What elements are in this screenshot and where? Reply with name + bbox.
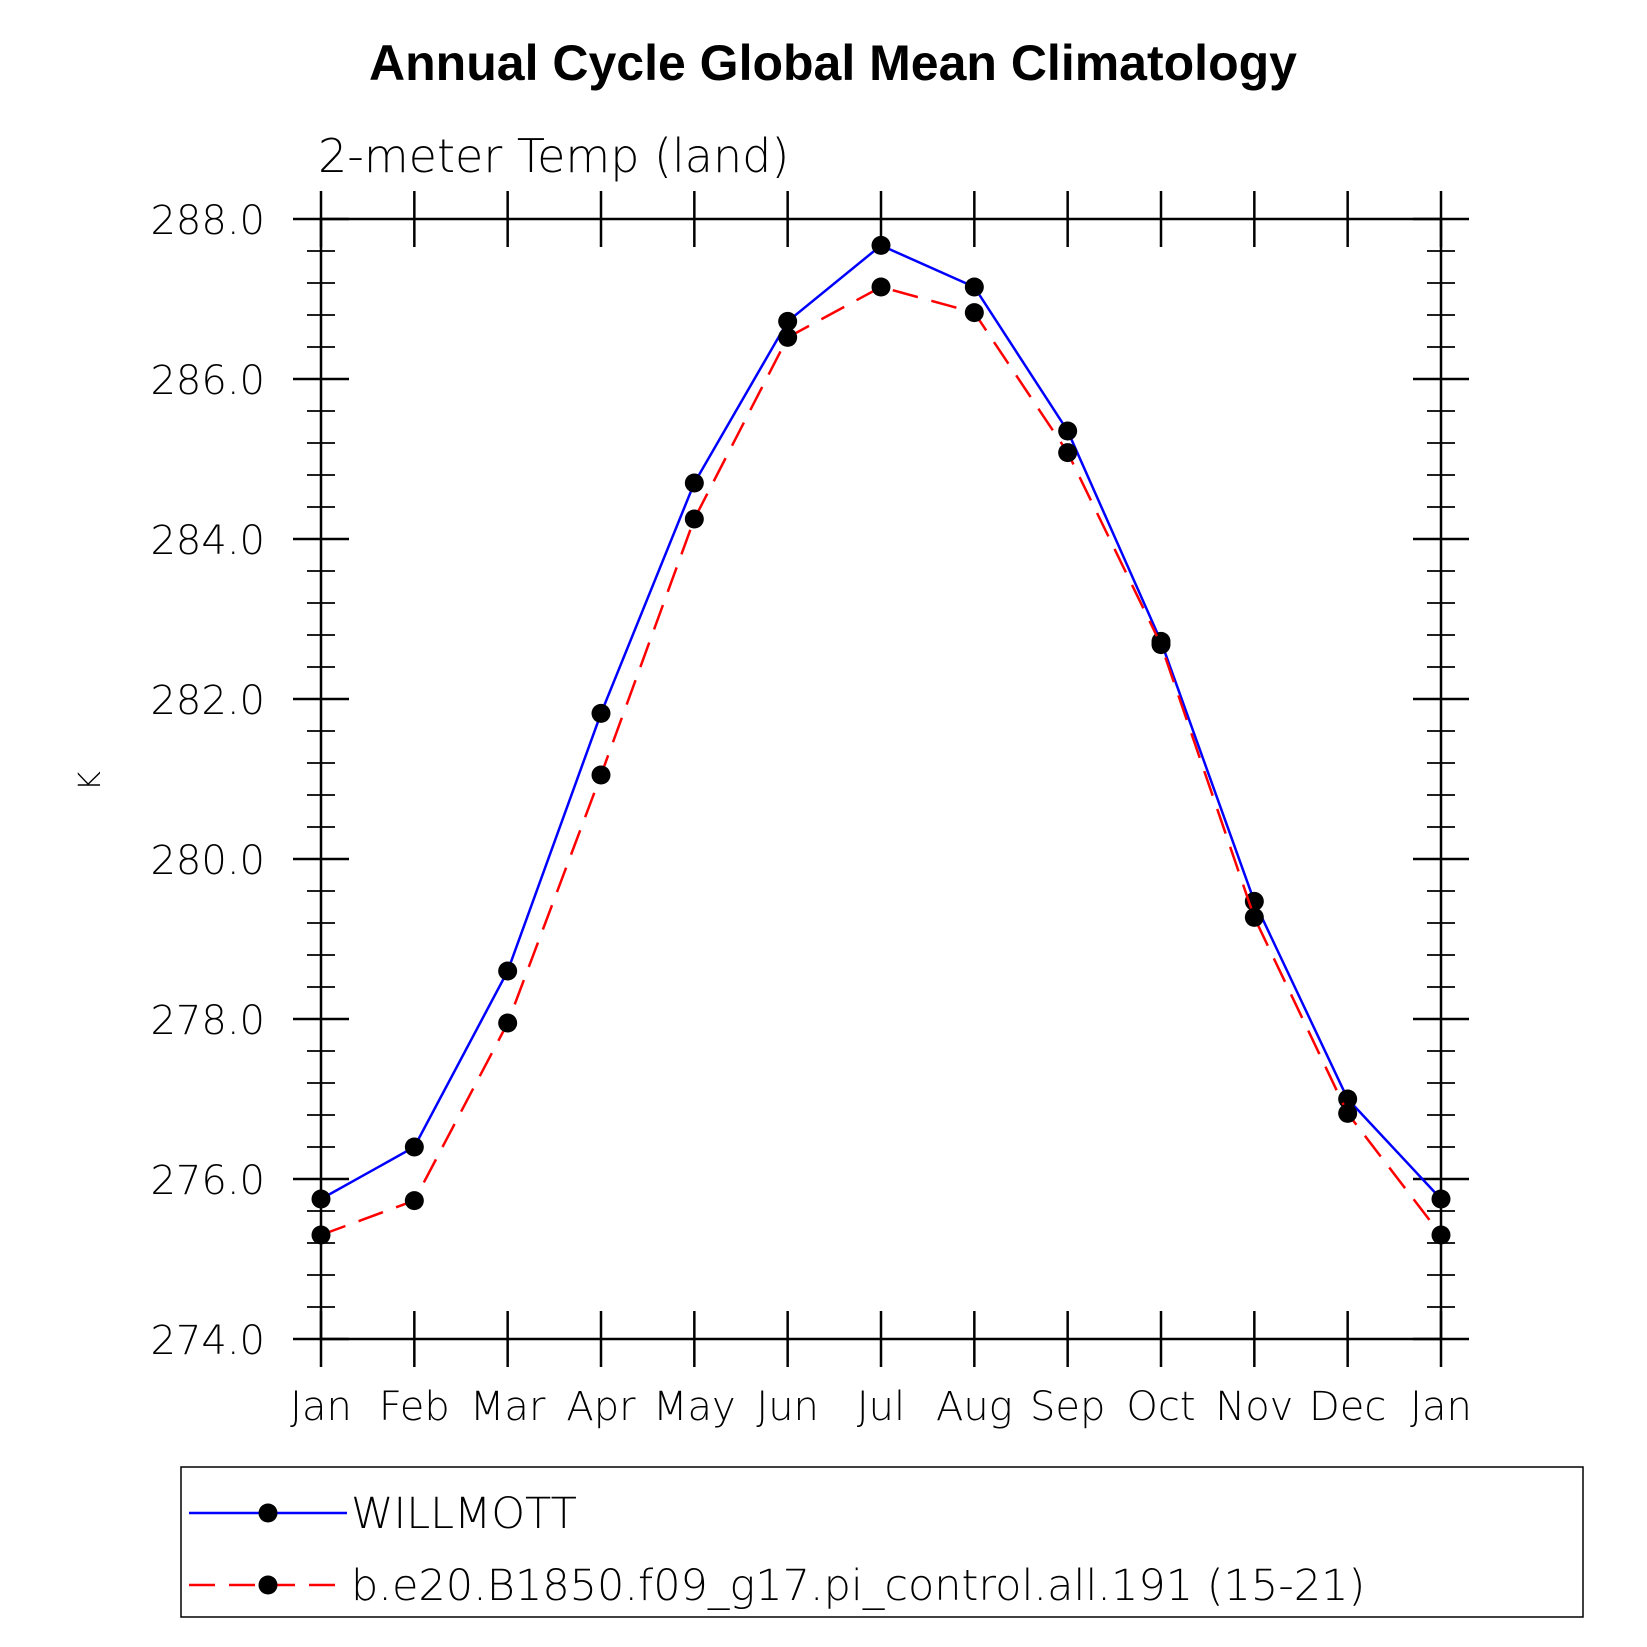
x-tick-label: Apr [566,1384,636,1430]
data-point [404,1191,424,1211]
series-layer [311,235,1451,1245]
data-point [1431,1189,1451,1209]
data-point [1338,1103,1358,1123]
data-point [778,327,798,347]
data-point [1151,635,1171,655]
data-point [591,703,611,723]
x-tick-label: Mar [470,1384,546,1430]
data-point [311,1189,331,1209]
data-point [311,1225,331,1245]
legend-items: WILLMOTT b.e20.B1850.f09_g17.pi_control.a… [189,1489,1365,1611]
plot-frame [319,217,1443,1341]
y-tick-label: 284.0 [150,518,265,564]
x-tick-label: Dec [1309,1384,1386,1430]
data-point [684,509,704,529]
series-1 [311,235,1451,1209]
data-point [498,961,518,981]
legend-marker [258,1575,278,1595]
x-tick-label: Jun [756,1384,819,1430]
data-point [1058,421,1078,441]
x-tick-label: Oct [1126,1384,1195,1430]
legend-label: b.e20.B1850.f09_g17.pi_control.all.191 (… [351,1561,1365,1611]
legend-box [180,1466,1584,1618]
data-point [964,277,984,297]
y-tick-label: 282.0 [150,678,265,724]
legend-label: WILLMOTT [351,1489,577,1539]
plot-axes: Jan Feb Mar Apr May Jun Jul Aug Sep Oct Nov Dec Jan 2… [150,191,1472,1430]
data-point [964,303,984,323]
y-tick-label: 274.0 [150,1318,265,1364]
x-tick-label: Feb [379,1384,450,1430]
legend-marker [258,1503,278,1523]
data-point [498,1013,518,1033]
y-tick-label: 276.0 [150,1158,265,1204]
data-point [871,277,891,297]
y-axis-label: K [73,771,108,791]
data-point [778,311,798,331]
y-tick-label: 286.0 [150,358,265,404]
data-point [684,473,704,493]
y-tick-label: 278.0 [150,998,265,1044]
x-tick-label: Nov [1215,1384,1293,1430]
series-line [320,285,1442,1237]
x-tick-label: Jul [857,1384,905,1430]
data-point [871,235,891,255]
x-tick-label: May [653,1384,736,1430]
chart-subtitle: 2-meter Temp (land) [318,129,789,183]
series-2 [311,277,1451,1245]
y-tick-label: 288.0 [150,198,265,244]
y-tick-label: 280.0 [150,838,265,884]
legend: WILLMOTT b.e20.B1850.f09_g17.pi_control.a… [180,1466,1584,1618]
data-point [591,765,611,785]
data-point [1244,907,1264,927]
data-point [1431,1225,1451,1245]
chart-title: Annual Cycle Global Mean Climatology [369,35,1297,91]
x-tick-label: Jan [290,1384,352,1430]
data-point [404,1137,424,1157]
x-tick-label: Jan [1410,1384,1472,1430]
x-tick-label: Sep [1030,1384,1105,1430]
x-tick-label: Aug [936,1384,1013,1430]
data-point [1058,443,1078,463]
